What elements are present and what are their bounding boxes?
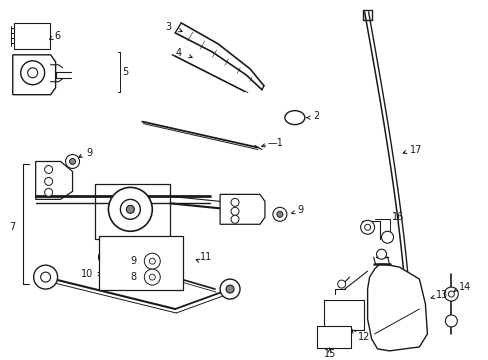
Polygon shape [36,162,72,199]
FancyBboxPatch shape [323,300,363,330]
FancyBboxPatch shape [316,326,350,348]
Polygon shape [13,55,56,95]
Circle shape [225,285,234,293]
Circle shape [120,199,140,219]
Circle shape [447,291,453,297]
Circle shape [126,205,134,213]
Circle shape [44,177,53,185]
Circle shape [444,287,457,301]
Circle shape [230,215,239,223]
Text: 5: 5 [122,67,128,77]
Text: 4: 4 [175,48,181,58]
Polygon shape [220,194,264,224]
FancyBboxPatch shape [14,23,49,49]
Circle shape [69,158,75,165]
Text: 15: 15 [323,349,335,359]
Polygon shape [367,264,427,351]
Text: 8: 8 [130,272,136,282]
Circle shape [28,68,38,78]
Circle shape [364,224,370,230]
Circle shape [144,269,160,285]
Circle shape [376,249,386,259]
Circle shape [381,231,393,243]
Text: 9: 9 [297,205,304,215]
Text: 14: 14 [458,282,470,292]
Text: 7: 7 [9,222,15,232]
Text: 17: 17 [408,144,421,154]
Circle shape [34,265,58,289]
Text: 9: 9 [86,148,92,158]
Ellipse shape [285,111,304,125]
Circle shape [445,315,456,327]
Circle shape [220,279,240,299]
Polygon shape [95,184,170,239]
Circle shape [272,207,286,221]
Text: 16: 16 [391,212,403,222]
Circle shape [230,198,239,206]
Circle shape [41,272,51,282]
Text: 11: 11 [200,252,212,262]
Circle shape [65,154,80,168]
Circle shape [44,166,53,174]
Circle shape [98,250,112,264]
Circle shape [144,253,160,269]
Text: 3: 3 [165,22,171,32]
Text: 2: 2 [312,111,318,121]
Circle shape [44,188,53,196]
Text: —1: —1 [267,138,283,148]
Circle shape [337,280,345,288]
Circle shape [276,211,282,217]
Circle shape [149,258,155,264]
Circle shape [108,188,152,231]
FancyBboxPatch shape [99,236,183,290]
Text: 12: 12 [357,332,369,342]
Circle shape [20,61,44,85]
Circle shape [230,207,239,215]
Circle shape [360,220,374,234]
Circle shape [149,274,155,280]
Text: 9: 9 [130,256,136,266]
Text: 6: 6 [55,31,61,41]
Text: 13: 13 [435,290,447,300]
Text: 10: 10 [81,269,93,279]
